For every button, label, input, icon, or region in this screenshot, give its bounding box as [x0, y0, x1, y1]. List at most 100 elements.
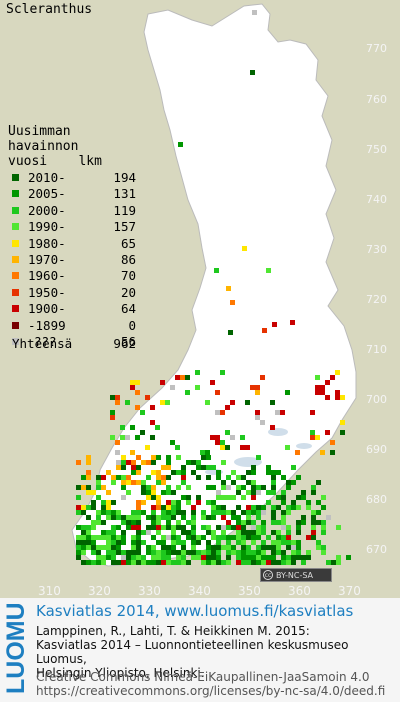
- observation-square: [196, 465, 201, 470]
- observation-square: [242, 246, 247, 251]
- observation-square: [221, 505, 226, 510]
- observation-square: [285, 445, 290, 450]
- observation-square: [221, 515, 226, 520]
- observation-square: [155, 425, 160, 430]
- observation-square: [166, 455, 171, 460]
- legend-label: 2010-: [28, 170, 66, 185]
- observation-square: [136, 540, 141, 545]
- observation-square: [130, 385, 135, 390]
- observation-square: [176, 525, 181, 530]
- observation-square: [76, 540, 81, 545]
- footer-headline[interactable]: Kasviatlas 2014, www.luomus.fi/kasviatla…: [36, 602, 354, 620]
- observation-square: [81, 560, 86, 565]
- observation-square: [271, 475, 276, 480]
- observation-square: [110, 435, 115, 440]
- observation-square: [111, 540, 116, 545]
- observation-square: [326, 560, 331, 565]
- observation-square: [145, 395, 150, 400]
- cc-license-badge[interactable]: cc BY-NC-SA: [260, 568, 332, 582]
- observation-square: [96, 545, 101, 550]
- observation-square: [156, 540, 161, 545]
- observation-square: [256, 545, 261, 550]
- observation-square: [251, 490, 256, 495]
- observation-square: [240, 435, 245, 440]
- observation-square: [236, 540, 241, 545]
- observation-square: [281, 550, 286, 555]
- observation-square: [136, 535, 141, 540]
- observation-square: [91, 490, 96, 495]
- observation-square: [186, 520, 191, 525]
- citation-line: Lamppinen, R., Lahti, T. & Heikkinen M. …: [36, 624, 310, 638]
- observation-square: [106, 530, 111, 535]
- observation-square: [181, 475, 186, 480]
- observation-square: [216, 540, 221, 545]
- observation-square: [180, 375, 185, 380]
- observation-square: [161, 515, 166, 520]
- x-tick-label: 330: [138, 584, 161, 598]
- observation-square: [325, 380, 330, 385]
- y-tick-label: 720: [366, 293, 387, 306]
- observation-square: [281, 560, 286, 565]
- observation-square: [306, 535, 311, 540]
- observation-square: [226, 475, 231, 480]
- observation-square: [201, 550, 206, 555]
- observation-square: [211, 465, 216, 470]
- observation-square: [171, 560, 176, 565]
- observation-square: [246, 480, 251, 485]
- observation-square: [266, 535, 271, 540]
- observation-square: [156, 455, 161, 460]
- observation-square: [140, 410, 145, 415]
- observation-square: [261, 505, 266, 510]
- observation-square: [151, 455, 156, 460]
- observation-square: [306, 550, 311, 555]
- observation-square: [271, 485, 276, 490]
- observation-square: [216, 545, 221, 550]
- observation-square: [231, 550, 236, 555]
- observation-square: [226, 286, 231, 291]
- observation-square: [221, 535, 226, 540]
- observation-square: [86, 460, 91, 465]
- observation-square: [216, 470, 221, 475]
- observation-square: [321, 520, 326, 525]
- observation-square: [96, 510, 101, 515]
- observation-square: [205, 450, 210, 455]
- observation-square: [206, 515, 211, 520]
- observation-square: [131, 460, 136, 465]
- observation-square: [271, 490, 276, 495]
- observation-square: [206, 500, 211, 505]
- observation-square: [130, 425, 135, 430]
- observation-square: [331, 560, 336, 565]
- observation-square: [211, 530, 216, 535]
- observation-square: [96, 475, 101, 480]
- observation-square: [151, 470, 156, 475]
- observation-square: [246, 535, 251, 540]
- observation-square: [166, 560, 171, 565]
- observation-square: [255, 385, 260, 390]
- observation-square: [261, 540, 266, 545]
- observation-square: [151, 460, 156, 465]
- observation-square: [171, 500, 176, 505]
- observation-square: [246, 515, 251, 520]
- observation-square: [176, 550, 181, 555]
- observation-square: [101, 545, 106, 550]
- legend-swatch: [12, 190, 19, 198]
- observation-square: [191, 470, 196, 475]
- observation-square: [226, 555, 231, 560]
- observation-square: [321, 545, 326, 550]
- observation-square: [291, 545, 296, 550]
- observation-square: [151, 555, 156, 560]
- observation-square: [340, 430, 345, 435]
- observation-square: [201, 555, 206, 560]
- observation-square: [246, 550, 251, 555]
- observation-square: [101, 560, 106, 565]
- observation-square: [156, 515, 161, 520]
- license-line[interactable]: https://creativecommons.org/licenses/by-…: [36, 684, 386, 698]
- observation-square: [76, 545, 81, 550]
- legend-swatch: [12, 272, 19, 280]
- observation-square: [272, 322, 277, 327]
- observation-square: [116, 560, 121, 565]
- observation-square: [111, 555, 116, 560]
- observation-square: [171, 540, 176, 545]
- observation-square: [251, 550, 256, 555]
- observation-square: [141, 500, 146, 505]
